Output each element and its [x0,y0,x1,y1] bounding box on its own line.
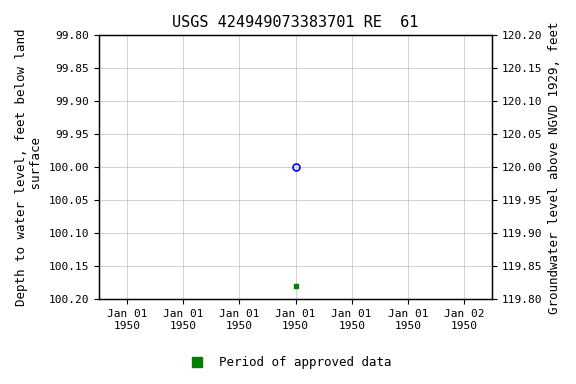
Legend: Period of approved data: Period of approved data [179,351,397,374]
Y-axis label: Groundwater level above NGVD 1929, feet: Groundwater level above NGVD 1929, feet [548,21,561,314]
Y-axis label: Depth to water level, feet below land
 surface: Depth to water level, feet below land su… [15,28,43,306]
Title: USGS 424949073383701 RE  61: USGS 424949073383701 RE 61 [172,15,419,30]
